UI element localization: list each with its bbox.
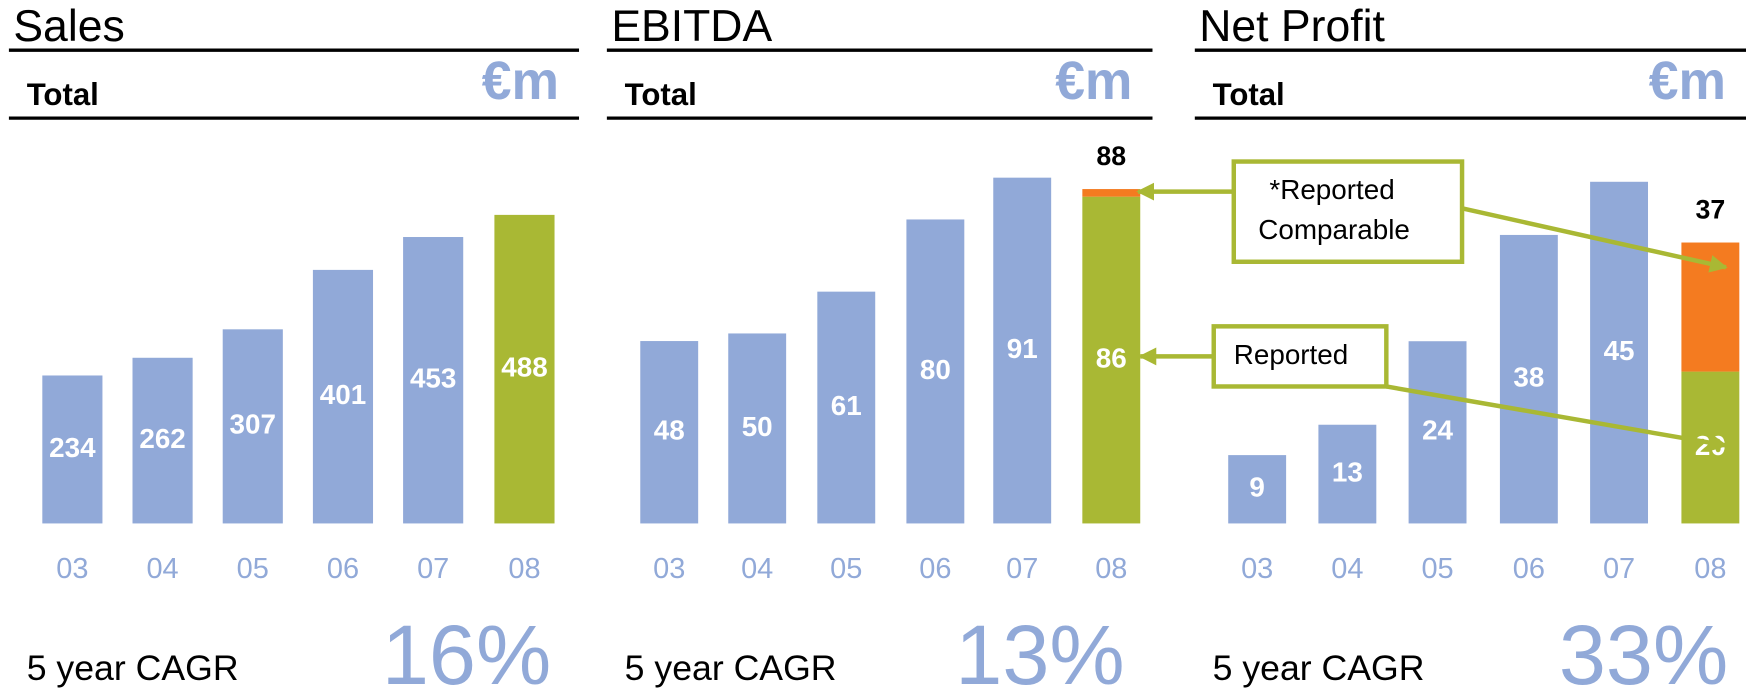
bar: [494, 214, 555, 524]
bar: [1228, 455, 1287, 524]
data-label: 48: [654, 415, 685, 446]
total-label: 37: [1696, 194, 1726, 224]
x-tick-label: 07: [1006, 553, 1038, 585]
x-tick-label: 03: [56, 553, 88, 585]
annotations: *Reported Comparable Reported: [1136, 159, 1728, 452]
x-tick-label: 08: [508, 553, 540, 585]
x-tick-label: 05: [830, 553, 862, 585]
x-tick-label: 06: [327, 553, 359, 585]
x-tick-label: 05: [1421, 553, 1453, 585]
data-label: 45: [1604, 335, 1635, 366]
bar: [42, 375, 103, 524]
chart-title: Sales: [13, 2, 124, 51]
callout-text: *Reported: [1269, 174, 1394, 205]
subtitle: Total: [27, 77, 99, 112]
subtitle: Total: [625, 77, 697, 112]
bar: [728, 333, 787, 524]
cagr-value: 16%: [382, 607, 551, 695]
cagr-value: 33%: [1559, 607, 1728, 695]
unit: €m: [482, 52, 559, 111]
data-label: 24: [1422, 415, 1453, 446]
bar: [1408, 341, 1467, 524]
data-label: 50: [742, 411, 773, 442]
callout-text: Comparable: [1258, 214, 1410, 245]
bar: [817, 291, 876, 524]
data-label: 91: [1007, 333, 1038, 364]
x-tick-label: 08: [1095, 553, 1127, 585]
x-tick-label: 05: [237, 553, 269, 585]
x-tick-label: 04: [146, 553, 178, 585]
bar: [993, 177, 1052, 524]
chart-title: Net Profit: [1199, 2, 1385, 51]
data-label: 13: [1332, 456, 1363, 487]
x-tick-label: 03: [1241, 553, 1273, 585]
cagr-value: 13%: [955, 607, 1124, 695]
cagr-label: 5 year CAGR: [625, 648, 837, 688]
chart-title: EBITDA: [611, 2, 772, 51]
unit: €m: [1649, 52, 1726, 111]
callout-box: [1231, 159, 1465, 264]
cagr-label: 5 year CAGR: [1213, 648, 1425, 688]
data-label: 86: [1096, 342, 1127, 373]
bar: [222, 329, 283, 524]
bar: [403, 237, 464, 524]
callout-box: [1211, 324, 1389, 389]
data-label: 38: [1513, 362, 1544, 393]
arrow: [1461, 206, 1728, 273]
data-label: 61: [831, 390, 862, 421]
data-label: 488: [501, 352, 547, 383]
data-label: 453: [410, 363, 456, 394]
data-label: 401: [320, 379, 366, 410]
data-label: 234: [49, 432, 96, 463]
bar: [132, 357, 193, 524]
x-tick-label: 03: [653, 553, 685, 585]
bar: [1499, 234, 1558, 524]
data-label: 307: [230, 409, 276, 440]
data-label: 80: [920, 354, 951, 385]
data-label: 262: [139, 423, 185, 454]
x-tick-label: 06: [919, 553, 951, 585]
bar: [1082, 189, 1141, 197]
cagr-label: 5 year CAGR: [27, 648, 239, 688]
subtitle: Total: [1213, 77, 1285, 112]
bar: [312, 269, 374, 524]
x-tick-label: 04: [1331, 553, 1363, 585]
callout-text: Reported: [1234, 339, 1348, 370]
unit: €m: [1055, 52, 1132, 111]
x-tick-label: 07: [417, 553, 449, 585]
x-tick-label: 07: [1603, 553, 1635, 585]
total-label: 88: [1096, 141, 1126, 171]
data-label: 9: [1249, 472, 1264, 503]
bar: [1082, 196, 1141, 524]
bar: [1318, 424, 1377, 524]
bar: [640, 341, 699, 524]
x-tick-label: 08: [1694, 553, 1726, 585]
bar: [906, 219, 965, 524]
x-tick-label: 06: [1513, 553, 1545, 585]
x-tick-label: 04: [741, 553, 773, 585]
arrow: [1385, 384, 1728, 452]
